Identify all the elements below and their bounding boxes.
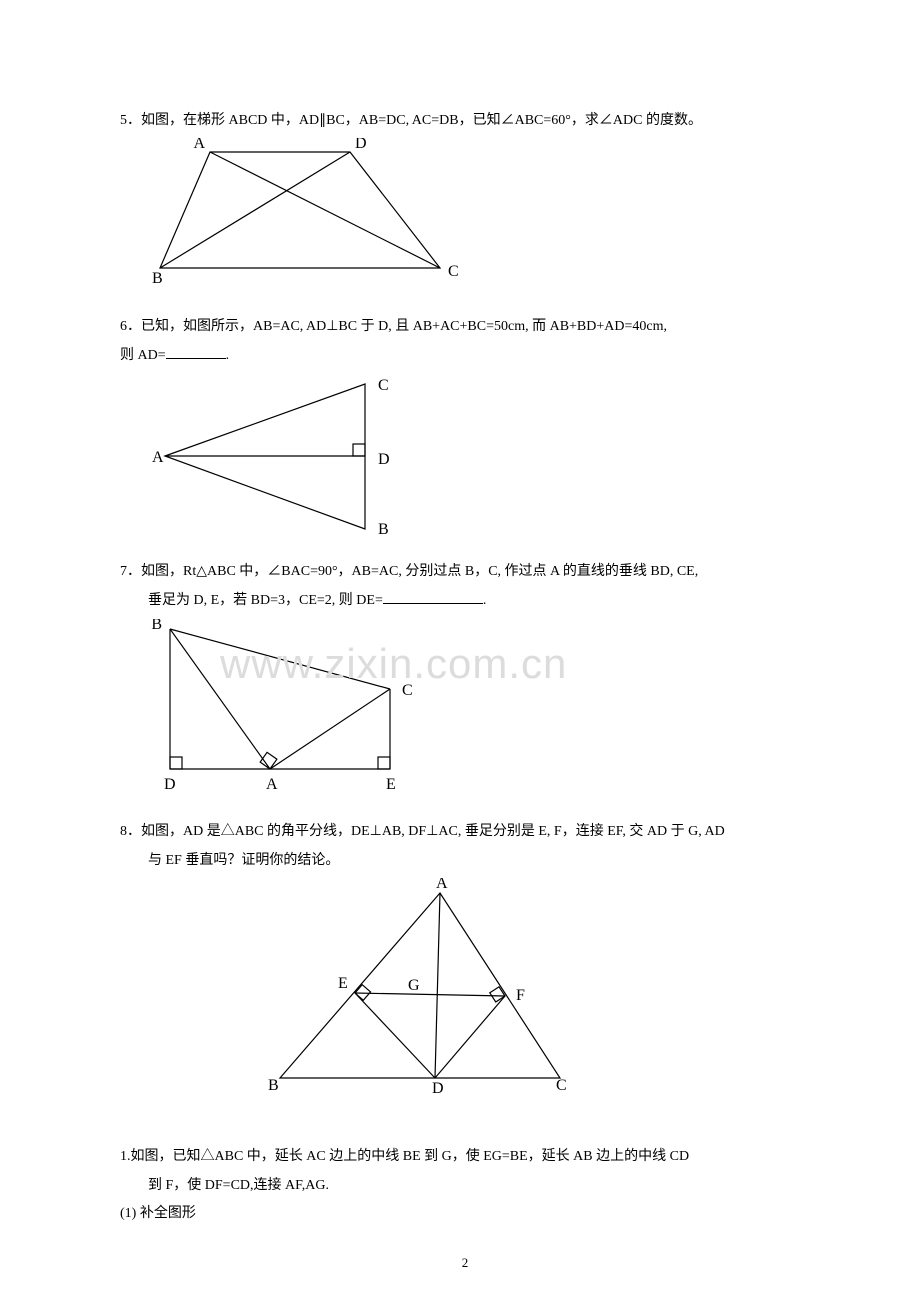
problem-6-figure: A D C B xyxy=(150,374,810,547)
problem-s2-1-body-a: 如图，已知△ABC 中，延长 AC 边上的中线 BE 到 G，使 EG=BE，延… xyxy=(131,1149,690,1164)
problem-8-figure: A B C D E F G xyxy=(260,878,810,1106)
label-c: C xyxy=(556,1077,567,1094)
label-d: D xyxy=(355,138,367,152)
trapezoid-diagram: A D B C xyxy=(150,138,470,293)
problem-s2-1-num: 1. xyxy=(120,1149,131,1164)
angle-bisector-diagram: A B C D E F G xyxy=(260,878,590,1098)
problem-6: 6．已知，如图所示，AB=AC, AD⊥BC 于 D, 且 AB+AC+BC=5… xyxy=(120,316,810,547)
label-a: A xyxy=(436,878,448,892)
problem-s2-1-sub1-num: (1) xyxy=(120,1206,136,1221)
problem-s2-1-body-b: 到 F，使 DF=CD,连接 AF,AG. xyxy=(148,1178,329,1193)
problem-5-text: 5．如图，在梯形 ABCD 中，AD∥BC，AB=DC, AC=DB，已知∠AB… xyxy=(120,110,810,132)
problem-s2-1-text-b: 到 F，使 DF=CD,连接 AF,AG. xyxy=(120,1175,810,1197)
page-number: 2 xyxy=(120,1255,810,1271)
problem-7-body-a: 如图，Rt△ABC 中，∠BAC=90°，AB=AC, 分别过点 B，C, 作过… xyxy=(141,564,698,579)
label-b: B xyxy=(268,1077,279,1094)
problem-8-body-b: 与 EF 垂直吗？证明你的结论。 xyxy=(148,853,339,868)
problem-7-text-a: 7．如图，Rt△ABC 中，∠BAC=90°，AB=AC, 分别过点 B，C, … xyxy=(120,561,810,583)
problem-s2-1-sub1: (1) 补全图形 xyxy=(120,1203,810,1225)
label-e: E xyxy=(338,975,348,992)
label-e: E xyxy=(386,776,396,793)
problem-7-figure: B C D A E xyxy=(150,619,810,807)
rt-triangle-diagram: B C D A E xyxy=(150,619,440,799)
label-d: D xyxy=(378,451,390,468)
problem-6-num: 6． xyxy=(120,319,141,334)
problem-8: 8．如图，AD 是△ABC 的角平分线，DE⊥AB, DF⊥AC, 垂足分别是 … xyxy=(120,821,810,1106)
problem-s2-1: 1.如图，已知△ABC 中，延长 AC 边上的中线 BE 到 G，使 EG=BE… xyxy=(120,1146,810,1225)
label-d: D xyxy=(432,1080,444,1097)
problem-7: 7．如图，Rt△ABC 中，∠BAC=90°，AB=AC, 分别过点 B，C, … xyxy=(120,561,810,807)
problem-6-body-b: 则 AD= xyxy=(120,348,166,363)
label-a: A xyxy=(266,776,278,793)
problem-7-num: 7． xyxy=(120,564,141,579)
problem-6-body-a: 已知，如图所示，AB=AC, AD⊥BC 于 D, 且 AB+AC+BC=50c… xyxy=(141,319,667,334)
problem-6-text-a: 6．已知，如图所示，AB=AC, AD⊥BC 于 D, 且 AB+AC+BC=5… xyxy=(120,316,810,338)
problem-7-body-b: 垂足为 D, E，若 BD=3，CE=2, 则 DE= xyxy=(148,593,383,608)
blank-ad xyxy=(166,344,226,359)
blank-de xyxy=(383,589,483,604)
label-f: F xyxy=(516,987,525,1004)
label-a: A xyxy=(152,449,164,466)
problem-5-figure: A D B C xyxy=(150,138,810,301)
label-g: G xyxy=(408,977,420,994)
label-b: B xyxy=(151,619,162,633)
problem-8-num: 8． xyxy=(120,824,141,839)
problem-7-body-c: . xyxy=(483,593,487,608)
problem-5-body: 如图，在梯形 ABCD 中，AD∥BC，AB=DC, AC=DB，已知∠ABC=… xyxy=(141,113,702,128)
label-a: A xyxy=(193,138,205,152)
problem-5-num: 5． xyxy=(120,113,141,128)
label-c: C xyxy=(448,263,459,280)
problem-7-text-b: 垂足为 D, E，若 BD=3，CE=2, 则 DE=. xyxy=(120,589,810,612)
problem-8-text-a: 8．如图，AD 是△ABC 的角平分线，DE⊥AB, DF⊥AC, 垂足分别是 … xyxy=(120,821,810,843)
label-b: B xyxy=(152,270,163,287)
label-b: B xyxy=(378,521,389,538)
problem-8-text-b: 与 EF 垂直吗？证明你的结论。 xyxy=(120,850,810,872)
label-c: C xyxy=(402,682,413,699)
problem-8-body-a: 如图，AD 是△ABC 的角平分线，DE⊥AB, DF⊥AC, 垂足分别是 E,… xyxy=(141,824,725,839)
problem-5: 5．如图，在梯形 ABCD 中，AD∥BC，AB=DC, AC=DB，已知∠AB… xyxy=(120,110,810,302)
isosceles-triangle-diagram: A D C B xyxy=(150,374,430,539)
label-d: D xyxy=(164,776,176,793)
problem-s2-1-sub1-text: 补全图形 xyxy=(140,1206,196,1221)
page: 5．如图，在梯形 ABCD 中，AD∥BC，AB=DC, AC=DB，已知∠AB… xyxy=(0,0,920,1311)
label-c: C xyxy=(378,377,389,394)
problem-s2-1-text-a: 1.如图，已知△ABC 中，延长 AC 边上的中线 BE 到 G，使 EG=BE… xyxy=(120,1146,810,1168)
problem-6-body-c: . xyxy=(226,348,230,363)
problem-6-text-b: 则 AD=. xyxy=(120,344,810,367)
